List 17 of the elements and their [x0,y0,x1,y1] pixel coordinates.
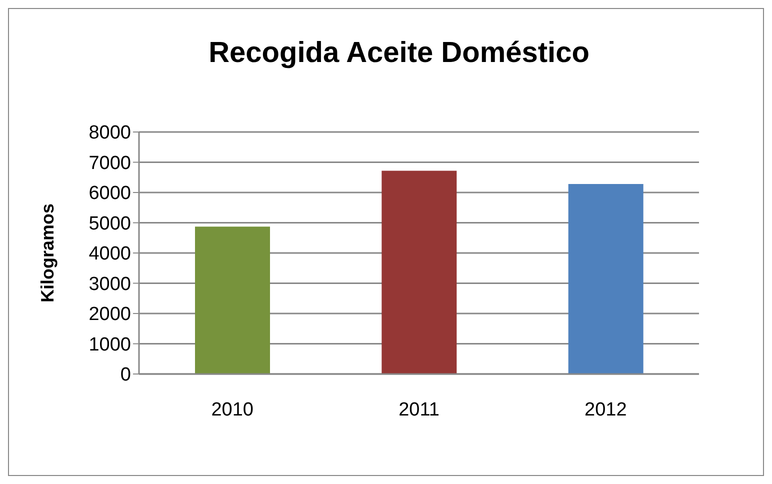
y-axis-title: Kilogramos [37,203,58,303]
x-tick-label: 2011 [398,399,440,420]
bar [195,226,270,374]
y-tick-label: 6000 [88,183,131,204]
y-tick-label: 7000 [88,152,131,174]
y-tick-label: 4000 [88,244,131,265]
bar [382,170,457,374]
bar [568,184,644,374]
y-tick-label: 5000 [88,213,131,234]
y-tick-label: 8000 [88,122,131,144]
x-tick-label: 2012 [584,399,627,420]
x-tick-label: 2010 [211,399,254,420]
y-tick-label: 0 [120,364,131,386]
y-tick-label: 2000 [88,304,131,326]
chart-title: Recogida Aceite Doméstico [208,37,590,70]
y-tick-label: 1000 [88,334,131,356]
y-tick-label: 3000 [88,274,131,295]
